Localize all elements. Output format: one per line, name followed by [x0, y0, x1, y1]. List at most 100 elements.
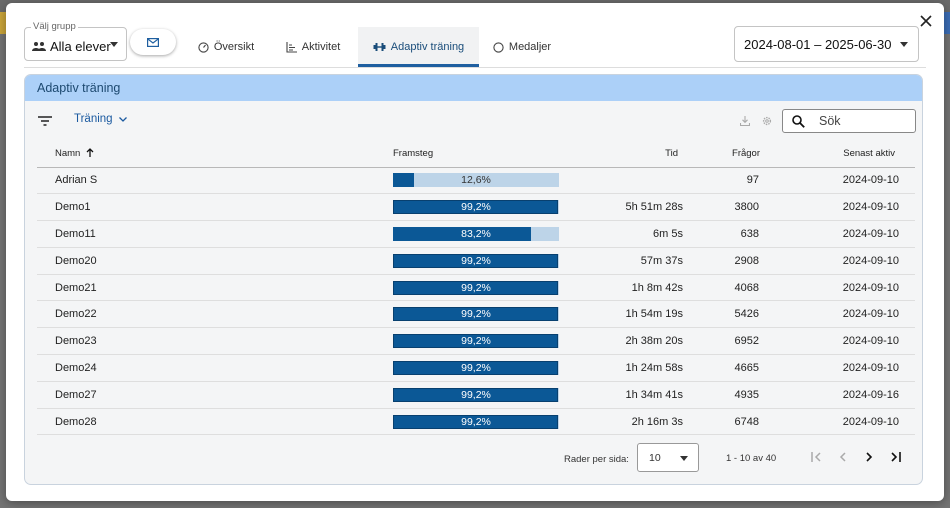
progress-label: 99,2% [461, 335, 491, 348]
email-button[interactable] [130, 29, 176, 55]
date-range-select[interactable]: 2024-08-01 – 2025-06-30 [734, 26, 919, 62]
tab-oversikt[interactable]: Översikt [188, 27, 264, 67]
time-cell: 1h 54m 19s [583, 300, 691, 329]
progress-label: 99,2% [461, 281, 491, 294]
students-table: Namn Framsteg Tid Frågor Senast aktiv Ad… [37, 141, 915, 436]
progress-bar: 12,6% [393, 173, 559, 188]
table-row[interactable]: Demo22 99,2% 1h 54m 19s 5426 2024-09-10 [37, 300, 915, 329]
questions-cell: 6748 [691, 408, 789, 436]
filter-button[interactable] [38, 113, 52, 131]
progress-bar-fill [393, 253, 558, 268]
last-page-icon [890, 452, 901, 462]
close-button[interactable] [916, 11, 936, 31]
questions-cell: 638 [691, 220, 789, 248]
time-cell [583, 167, 691, 195]
search-input[interactable]: Sök [782, 109, 916, 133]
training-filter-dropdown[interactable]: Träning [74, 113, 127, 125]
progress-bar-fill [393, 360, 558, 375]
progress-bar: 99,2% [393, 360, 559, 375]
tab-medaljer[interactable]: Medaljer [488, 27, 556, 67]
previous-page-button[interactable] [835, 449, 851, 465]
chevron-down-icon [118, 116, 127, 122]
gauge-icon [198, 41, 209, 53]
table-row[interactable]: Demo27 99,2% 1h 34m 41s 4935 2024-09-16 [37, 381, 915, 409]
group-select-label: Välj grupp [31, 21, 78, 32]
student-name: Adrian S [37, 167, 393, 195]
table-row[interactable]: Demo20 99,2% 57m 37s 2908 2024-09-10 [37, 247, 915, 275]
background-accent [944, 12, 950, 34]
sort-arrow-up-icon [86, 148, 94, 158]
background-accent [0, 12, 6, 34]
questions-cell: 2908 [691, 247, 789, 275]
progress-label: 99,2% [461, 201, 491, 214]
student-name: Demo28 [37, 408, 393, 436]
last-active-cell: 2024-09-16 [789, 381, 915, 409]
progress-label: 12,6% [461, 174, 491, 187]
tab-adaptiv-traning[interactable]: Adaptiv träning [358, 27, 479, 67]
last-page-button[interactable] [887, 449, 903, 465]
rows-per-page-select[interactable]: 10 [637, 443, 699, 472]
progress-cell: 99,2% [393, 193, 583, 222]
page-range: 1 - 10 av 40 [726, 453, 777, 464]
table-row[interactable]: Demo1 99,2% 5h 51m 28s 3800 2024-09-10 [37, 193, 915, 222]
progress-cell: 12,6% [393, 167, 583, 195]
progress-cell: 99,2% [393, 408, 583, 436]
time-cell: 5h 51m 28s [583, 193, 691, 222]
progress-cell: 99,2% [393, 274, 583, 302]
table-row[interactable]: Demo28 99,2% 2h 16m 3s 6748 2024-09-10 [37, 408, 915, 436]
table-row[interactable]: Demo21 99,2% 1h 8m 42s 4068 2024-09-10 [37, 274, 915, 302]
progress-cell: 99,2% [393, 300, 583, 329]
filter-icon [38, 116, 52, 126]
progress-bar-fill [393, 387, 558, 402]
time-cell: 2h 16m 3s [583, 408, 691, 436]
first-page-button[interactable] [808, 449, 824, 465]
progress-cell: 99,2% [393, 354, 583, 382]
column-header-last-active[interactable]: Senast aktiv [789, 141, 915, 168]
column-header-progress[interactable]: Framsteg [393, 141, 583, 168]
tab-label: Adaptiv träning [390, 41, 465, 53]
table-row[interactable]: Demo23 99,2% 2h 38m 20s 6952 2024-09-10 [37, 327, 915, 356]
settings-icon[interactable] [762, 113, 772, 131]
progress-bar-fill [393, 280, 558, 295]
student-name: Demo27 [37, 381, 393, 409]
table-row[interactable]: Demo24 99,2% 1h 24m 58s 4665 2024-09-10 [37, 354, 915, 382]
questions-cell: 4935 [691, 381, 789, 409]
tab-aktivitet[interactable]: Aktivitet [278, 27, 348, 67]
progress-label: 99,2% [461, 308, 491, 321]
table-row[interactable]: Adrian S 12,6% 97 2024-09-10 [37, 167, 915, 195]
student-name: Demo23 [37, 327, 393, 356]
student-name: Demo21 [37, 274, 393, 302]
progress-label: 99,2% [461, 254, 491, 267]
progress-bar-fill [393, 226, 532, 241]
last-active-cell: 2024-09-10 [789, 408, 915, 436]
rows-per-page-label: Rader per sida: [564, 454, 629, 465]
questions-cell: 3800 [691, 193, 789, 222]
dumbbell-icon [373, 43, 386, 51]
column-header-questions[interactable]: Frågor [691, 141, 789, 168]
adaptive-training-panel: Adaptiv träning Träning Sök Namn [24, 74, 923, 485]
next-page-button[interactable] [861, 449, 877, 465]
group-select-value: Alla elever [50, 39, 111, 54]
column-header-name[interactable]: Namn [37, 141, 393, 168]
student-name: Demo22 [37, 300, 393, 329]
download-icon[interactable] [739, 113, 751, 131]
student-name: Demo24 [37, 354, 393, 382]
student-name: Demo20 [37, 247, 393, 275]
progress-cell: 83,2% [393, 220, 583, 248]
training-filter-label: Träning [74, 113, 113, 125]
table-row[interactable]: Demo11 83,2% 6m 5s 638 2024-09-10 [37, 220, 915, 248]
pagination: Rader per sida: 10 1 - 10 av 40 [25, 443, 922, 473]
student-name: Demo1 [37, 193, 393, 222]
progress-label: 99,2% [461, 388, 491, 401]
column-header-time[interactable]: Tid [583, 141, 691, 168]
last-active-cell: 2024-09-10 [789, 167, 915, 195]
group-icon [32, 42, 46, 51]
panel-header: Adaptiv träning [25, 75, 922, 101]
time-cell: 57m 37s [583, 247, 691, 275]
progress-label: 83,2% [461, 227, 491, 240]
tabs-divider [24, 67, 926, 68]
time-cell: 1h 8m 42s [583, 274, 691, 302]
tab-label: Översikt [213, 41, 255, 53]
questions-cell: 4068 [691, 274, 789, 302]
group-select[interactable]: Välj grupp Alla elever [24, 21, 127, 61]
